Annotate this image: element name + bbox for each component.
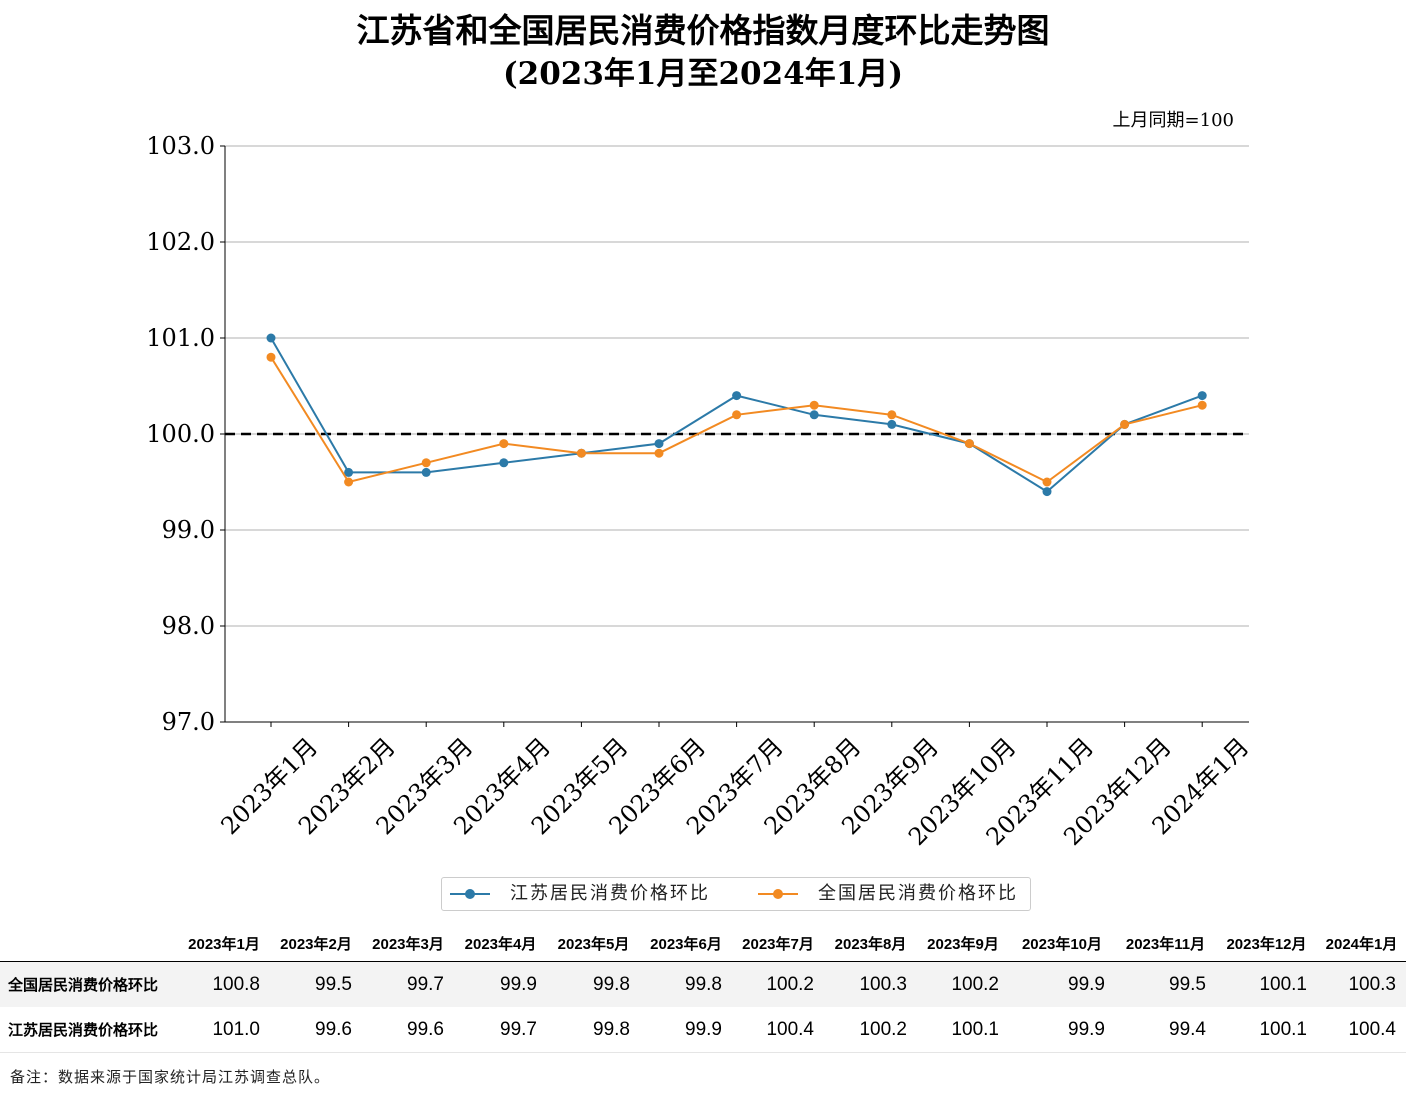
data-point: [809, 410, 819, 420]
table-header-cell: 2023年1月: [178, 925, 270, 962]
y-axis-ticks: 97.0 98.0 99.0 100.0 101.0 102.0 103.0: [146, 132, 225, 736]
table-cell: 100.8: [178, 961, 270, 1007]
data-table: 2023年1月 2023年2月 2023年3月 2023年4月 2023年5月 …: [0, 925, 1406, 1053]
table-header-cell: 2023年2月: [270, 925, 362, 962]
unit-note: 上月同期=100: [1112, 110, 1234, 131]
data-point: [887, 410, 897, 420]
series-group: [266, 333, 1207, 497]
table-header-cell: 2023年3月: [362, 925, 454, 962]
data-point: [809, 400, 819, 410]
data-point: [421, 458, 431, 468]
data-point: [421, 467, 431, 477]
table-row-label: 江苏居民消费价格环比: [0, 1007, 178, 1053]
table-cell: 100.2: [824, 1007, 917, 1053]
table-header-cell: 2023年9月: [917, 925, 1009, 962]
table-cell: 99.9: [454, 961, 547, 1007]
data-point: [1197, 400, 1207, 410]
table-header-cell: 2023年8月: [824, 925, 917, 962]
chart-subtitle: (2023年1月至2024年1月): [502, 56, 904, 92]
table-cell: 100.1: [917, 1007, 1009, 1053]
table-cell: 99.9: [640, 1007, 732, 1053]
table-header-corner: [0, 925, 178, 962]
table-cell: 101.0: [178, 1007, 270, 1053]
table-header-cell: 2023年5月: [547, 925, 640, 962]
table-header-cell: 2023年12月: [1216, 925, 1317, 962]
table-cell: 99.5: [270, 961, 362, 1007]
line-chart: 97.0 98.0 99.0 100.0 101.0 102.0 103.0 2023年1月…: [146, 132, 1254, 851]
table-cell: 100.2: [732, 961, 824, 1007]
data-point: [499, 439, 509, 449]
table-row: 江苏居民消费价格环比 101.0 99.6 99.6 99.7 99.8 99.…: [0, 1007, 1406, 1053]
legend-marker-jiangsu: [465, 889, 475, 899]
table-cell: 100.1: [1216, 1007, 1317, 1053]
x-axis-ticks: 2023年1月2023年2月2023年3月2023年4月2023年5月2023年…: [216, 722, 1254, 851]
data-point: [344, 477, 354, 487]
data-point: [266, 333, 276, 343]
table-cell: 100.4: [1317, 1007, 1406, 1053]
chart-title: 江苏省和全国居民消费价格指数月度环比走势图: [356, 11, 1050, 50]
table-row-label: 全国居民消费价格环比: [0, 961, 178, 1007]
table-cell: 100.3: [824, 961, 917, 1007]
data-point: [576, 448, 586, 458]
series-1: [266, 352, 1207, 487]
table-cell: 99.6: [362, 1007, 454, 1053]
data-point: [344, 467, 354, 477]
table-cell: 99.5: [1115, 961, 1216, 1007]
table-cell: 99.6: [270, 1007, 362, 1053]
y-tick-label: 98.0: [162, 612, 215, 640]
data-point: [732, 410, 742, 420]
table-header-cell: 2023年11月: [1115, 925, 1216, 962]
data-point: [887, 419, 897, 429]
y-tick-label: 101.0: [146, 324, 215, 352]
table-cell: 99.7: [362, 961, 454, 1007]
footnote: 备注：数据来源于国家统计局江苏调查总队。: [10, 1068, 331, 1086]
data-point: [1042, 477, 1052, 487]
data-point: [654, 448, 664, 458]
table-header-cell: 2023年7月: [732, 925, 824, 962]
data-point: [964, 439, 974, 449]
table-cell: 100.1: [1216, 961, 1317, 1007]
data-point: [499, 458, 509, 468]
data-point: [1042, 487, 1052, 497]
data-point: [1120, 419, 1130, 429]
grid-lines: [225, 145, 1249, 627]
table-header-cell: 2023年4月: [454, 925, 547, 962]
table-cell: 99.4: [1115, 1007, 1216, 1053]
table-cell: 99.8: [547, 961, 640, 1007]
table-cell: 100.4: [732, 1007, 824, 1053]
table-cell: 99.8: [640, 961, 732, 1007]
series-line: [270, 356, 1203, 484]
table-header-row: 2023年1月 2023年2月 2023年3月 2023年4月 2023年5月 …: [0, 925, 1406, 962]
table-cell: 99.9: [1009, 961, 1115, 1007]
data-point: [266, 352, 276, 362]
y-tick-label: 103.0: [146, 132, 215, 160]
legend-label-jiangsu: 江苏居民消费价格环比: [510, 883, 710, 904]
table-cell: 100.3: [1317, 961, 1406, 1007]
legend-marker-national: [773, 889, 783, 899]
data-point: [1197, 391, 1207, 401]
data-point: [732, 391, 742, 401]
y-tick-label: 99.0: [162, 516, 215, 544]
y-tick-label: 97.0: [162, 708, 215, 736]
y-tick-label: 100.0: [146, 420, 215, 448]
table-cell: 99.8: [547, 1007, 640, 1053]
y-tick-label: 102.0: [146, 228, 215, 256]
table-cell: 100.2: [917, 961, 1009, 1007]
table-cell: 99.9: [1009, 1007, 1115, 1053]
legend-label-national: 全国居民消费价格环比: [818, 883, 1018, 904]
data-point: [654, 439, 664, 449]
table-header-cell: 2024年1月: [1317, 925, 1406, 962]
table-header-cell: 2023年6月: [640, 925, 732, 962]
legend: 江苏居民消费价格环比 全国居民消费价格环比: [441, 877, 1031, 911]
table-header-cell: 2023年10月: [1009, 925, 1115, 962]
table-cell: 99.7: [454, 1007, 547, 1053]
table-row: 全国居民消费价格环比 100.8 99.5 99.7 99.9 99.8 99.…: [0, 961, 1406, 1007]
